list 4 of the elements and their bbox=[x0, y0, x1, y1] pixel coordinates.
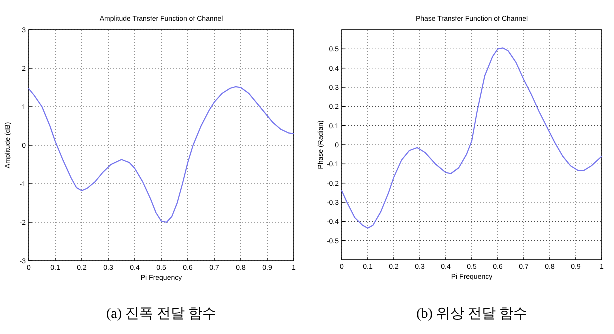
text: (a) 진폭 전달 함수 bbox=[106, 307, 217, 322]
line-series bbox=[341, 48, 603, 229]
text: (b) 위상 전달 함수 bbox=[416, 307, 528, 322]
line-series bbox=[28, 86, 295, 224]
